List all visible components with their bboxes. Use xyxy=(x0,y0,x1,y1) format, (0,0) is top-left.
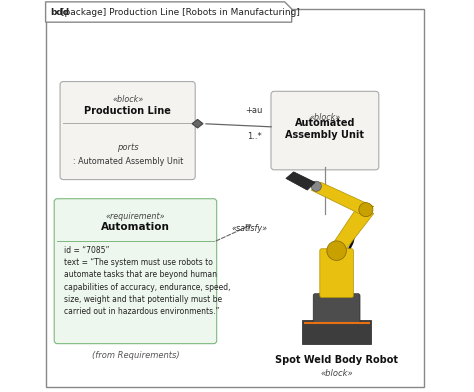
FancyBboxPatch shape xyxy=(320,249,354,298)
Circle shape xyxy=(359,203,373,217)
FancyBboxPatch shape xyxy=(46,9,425,387)
Text: id = “7085”
text = “The system must use robots to
automate tasks that are beyond: id = “7085” text = “The system must use … xyxy=(64,246,231,316)
Text: +au: +au xyxy=(246,106,263,115)
Text: bdd: bdd xyxy=(50,7,69,16)
Text: [package] Production Line [Robots in Manufacturing]: [package] Production Line [Robots in Man… xyxy=(61,7,300,16)
Text: «block»: «block» xyxy=(309,113,340,122)
Text: ports: ports xyxy=(117,143,138,152)
Text: : Automated Assembly Unit: : Automated Assembly Unit xyxy=(73,156,183,165)
Text: «satisfy»: «satisfy» xyxy=(232,224,268,233)
Text: 1..*: 1..* xyxy=(247,132,262,141)
Polygon shape xyxy=(286,172,315,190)
Text: (from Requirements): (from Requirements) xyxy=(91,351,179,360)
Circle shape xyxy=(327,241,346,260)
Text: «requirement»: «requirement» xyxy=(106,212,165,221)
Polygon shape xyxy=(46,2,292,22)
FancyBboxPatch shape xyxy=(54,199,217,344)
Text: «block»: «block» xyxy=(320,369,353,378)
FancyBboxPatch shape xyxy=(302,320,371,344)
FancyBboxPatch shape xyxy=(271,91,379,170)
Polygon shape xyxy=(192,120,203,128)
FancyBboxPatch shape xyxy=(313,294,360,323)
Circle shape xyxy=(311,181,321,191)
Text: «block»: «block» xyxy=(112,95,143,104)
Text: Production Line: Production Line xyxy=(84,106,171,116)
FancyBboxPatch shape xyxy=(60,82,195,180)
Text: Automation: Automation xyxy=(101,223,170,232)
Text: Automated
Assembly Unit: Automated Assembly Unit xyxy=(285,118,365,140)
Polygon shape xyxy=(311,182,374,214)
Polygon shape xyxy=(327,206,374,252)
Text: Spot Weld Body Robot: Spot Weld Body Robot xyxy=(275,355,398,365)
